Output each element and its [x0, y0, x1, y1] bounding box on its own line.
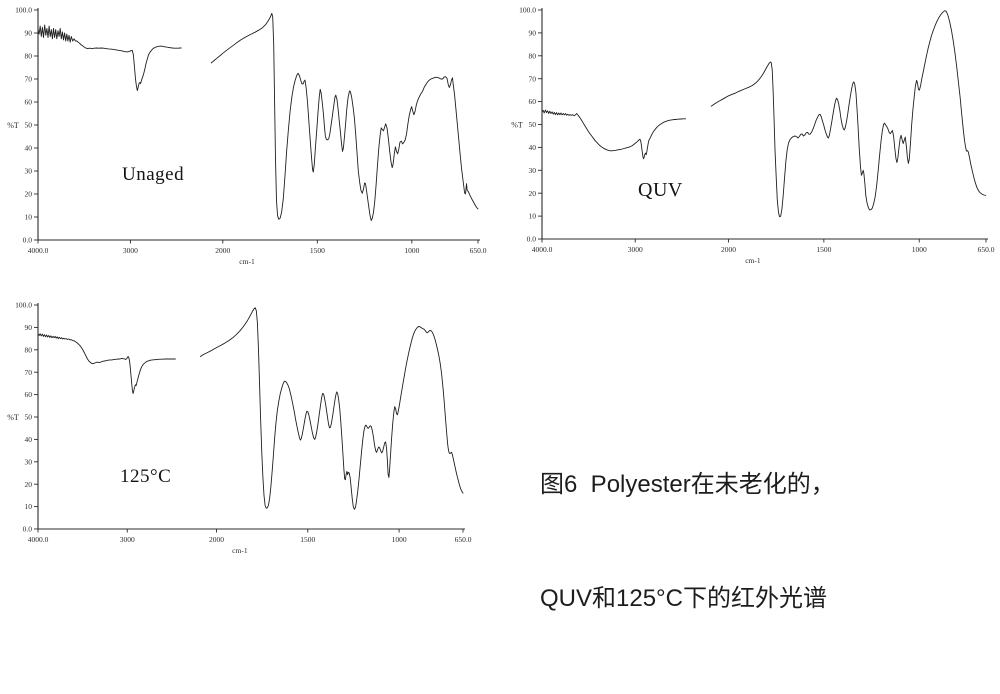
- x-tick-label: 650.0: [978, 245, 995, 254]
- y-tick-label: 70: [529, 74, 537, 83]
- ir-spectrum-chart-unaged: 100.0 90 80 70 60 50 40 30 20 10 0.0 4000.0 3000 2000…: [0, 0, 500, 290]
- x-tick-label: 3000: [628, 245, 643, 254]
- y-tick-label: 80: [25, 345, 33, 354]
- caption-line-2: QUV和125°C下的红外光谱: [540, 585, 827, 612]
- y-tick-label: 10: [529, 212, 537, 221]
- y-tick-label: 90: [529, 29, 537, 38]
- y-tick-label: 0.0: [23, 236, 33, 245]
- y-axis-label: %T: [7, 121, 19, 130]
- y-tick-label: 80: [529, 51, 537, 60]
- x-axis-label: cm-1: [745, 256, 761, 265]
- spectrum-trace: [37, 333, 176, 394]
- chart-label-quv: QUV: [638, 179, 683, 201]
- y-tick-label: 20: [25, 190, 33, 199]
- x-axis-label: cm-1: [232, 546, 248, 555]
- x-tick-label: 650.0: [455, 535, 472, 544]
- y-tick-label: 70: [25, 368, 33, 377]
- y-tick-label: 10: [25, 213, 33, 222]
- x-axis-label: cm-1: [239, 257, 255, 266]
- x-tick-label: 1500: [300, 535, 315, 544]
- x-tick-label: 2000: [721, 245, 736, 254]
- y-tick-label: 100.0: [519, 6, 536, 15]
- y-tick-label: 0.0: [527, 235, 537, 244]
- chart-label-unaged: Unaged: [122, 164, 185, 185]
- y-tick-label: 90: [25, 29, 33, 38]
- spectrum-trace: [37, 24, 182, 91]
- x-tick-label: 650.0: [470, 246, 487, 255]
- y-tick-label: 50: [25, 121, 33, 130]
- y-tick-label: 50: [529, 120, 537, 129]
- x-tick-label: 3000: [123, 246, 138, 255]
- spectrum-trace: [541, 109, 687, 160]
- y-tick-label: 40: [25, 144, 33, 153]
- y-tick-label: 20: [25, 480, 33, 489]
- y-tick-label: 60: [25, 98, 33, 107]
- spectrum-trace: [210, 12, 479, 221]
- spectrum-trace: [199, 307, 464, 510]
- y-axis-label: %T: [7, 413, 19, 422]
- x-tick-label: 3000: [120, 535, 135, 544]
- x-tick-label: 1500: [310, 246, 325, 255]
- y-tick-label: 100.0: [15, 6, 32, 15]
- spectrum-trace: [710, 10, 987, 218]
- y-tick-label: 10: [25, 502, 33, 511]
- caption-line-1: 图6 Polyester在未老化的，: [540, 471, 835, 498]
- y-tick-label: 60: [25, 390, 33, 399]
- x-tick-label: 1000: [404, 246, 419, 255]
- y-tick-label: 80: [25, 52, 33, 61]
- figure-caption: 图6 Polyester在未老化的， QUV和125°C下的红外光谱: [540, 390, 835, 694]
- chart-label-125c: 125°C: [120, 466, 172, 487]
- y-tick-label: 30: [25, 457, 33, 466]
- x-tick-label: 2000: [209, 535, 224, 544]
- x-tick-label: 4000.0: [532, 245, 553, 254]
- ir-spectrum-chart-quv: 100.0 90 80 70 60 50 40 30 20 10 0.0 4000.0 3000 2000…: [505, 0, 1000, 290]
- y-tick-label: 20: [529, 189, 537, 198]
- y-tick-label: 50: [25, 413, 33, 422]
- x-tick-label: 1500: [816, 245, 831, 254]
- y-tick-label: 0.0: [23, 525, 33, 534]
- x-tick-label: 2000: [215, 246, 230, 255]
- y-tick-label: 70: [25, 75, 33, 84]
- y-tick-label: 90: [25, 323, 33, 332]
- y-axis-label: %T: [511, 121, 523, 130]
- y-tick-label: 30: [529, 166, 537, 175]
- ir-spectrum-chart-125c: 100.0 90 80 70 60 50 40 30 20 10 0.0 4000.0 3000 2000…: [0, 295, 500, 565]
- y-tick-label: 30: [25, 167, 33, 176]
- x-tick-label: 1000: [912, 245, 927, 254]
- x-tick-label: 4000.0: [28, 535, 49, 544]
- y-tick-label: 40: [25, 435, 33, 444]
- y-tick-label: 40: [529, 143, 537, 152]
- y-tick-label: 100.0: [15, 301, 32, 310]
- figure-page: 100.0 90 80 70 60 50 40 30 20 10 0.0 4000.0 3000 2000…: [0, 0, 1000, 612]
- x-tick-label: 1000: [392, 535, 407, 544]
- y-tick-label: 60: [529, 97, 537, 106]
- x-tick-label: 4000.0: [28, 246, 49, 255]
